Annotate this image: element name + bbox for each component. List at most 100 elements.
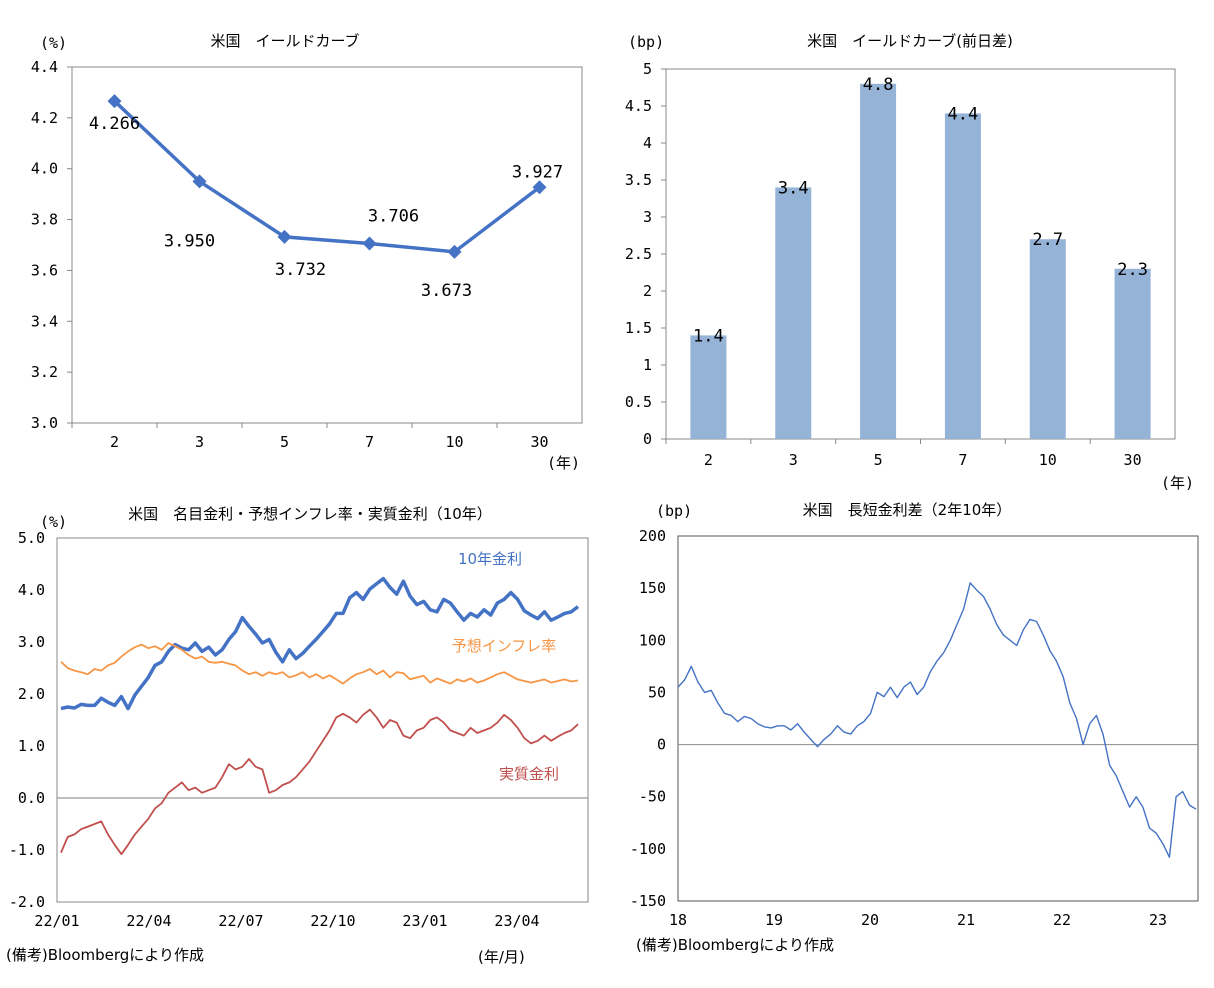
y-tick-label: 2.0	[18, 685, 45, 703]
x-tick-label: 20	[861, 911, 879, 929]
series-line-inflation	[60, 642, 579, 685]
series-line-real	[60, 708, 579, 856]
yield-change-title: 米国 イールドカーブ(前日差)	[807, 32, 1013, 50]
yield-curve-line	[113, 99, 541, 254]
yield-curve-point	[107, 94, 122, 109]
y-tick-label: 3.4	[31, 312, 58, 330]
yield-curve-data-label: 3.706	[368, 206, 419, 226]
x-tick-label: 7	[365, 433, 374, 451]
y-tick-label: 1.0	[18, 737, 45, 755]
yield-change-y-unit: (bp)	[628, 33, 664, 51]
yield-curve-x-unit: (年)	[547, 454, 580, 472]
legend-real-rate: 実質金利	[499, 765, 559, 783]
rates-x-unit: (年/月)	[478, 948, 525, 966]
yield-curve-data-label: 3.950	[164, 231, 215, 251]
x-tick-label: 3	[789, 451, 798, 469]
y-tick-label: 1	[643, 356, 652, 374]
legend-expected-inflation: 予想インフレ率	[452, 637, 557, 655]
y-tick-label: 3.0	[18, 633, 45, 651]
y-tick-label: 100	[639, 631, 666, 649]
yield-change-data-label: 2.3	[1117, 260, 1148, 280]
y-tick-label: 3.6	[31, 261, 58, 279]
y-tick-label: 200	[639, 527, 666, 545]
spread-source-note: (備考)Bloombergにより作成	[636, 936, 834, 954]
yield-change-data-label: 4.4	[948, 104, 979, 124]
y-tick-label: 3.8	[31, 211, 58, 229]
rates-chart: 米国 名目金利・予想インフレ率・実質金利（10年） (%) (年/月) (備考)…	[6, 505, 589, 966]
y-tick-label: 4.5	[625, 97, 652, 115]
yield-curve-data-label: 3.927	[512, 162, 563, 182]
y-tick-label: 0.0	[18, 789, 45, 807]
yield-change-data-label: 3.4	[778, 178, 809, 198]
y-tick-label: 4.0	[31, 160, 58, 178]
y-tick-label: 3.2	[31, 363, 58, 381]
y-tick-label: -1.0	[9, 841, 45, 859]
x-tick-label: 23	[1149, 911, 1167, 929]
y-tick-label: -2.0	[9, 893, 45, 911]
yield-curve-point	[362, 236, 377, 251]
yield-change-plot-area	[665, 68, 1176, 440]
x-tick-label: 2	[110, 433, 119, 451]
x-tick-label: 7	[958, 451, 967, 469]
y-tick-label: 2	[643, 282, 652, 300]
legend-nominal-rate: 10年金利	[458, 550, 522, 568]
x-tick-label: 5	[874, 451, 883, 469]
yield-change-data-label: 1.4	[693, 326, 724, 346]
yield-curve-data-label: 4.266	[89, 114, 140, 134]
x-tick-label: 2	[704, 451, 713, 469]
x-tick-label: 23/04	[494, 912, 539, 930]
rates-y-unit: (%)	[40, 513, 67, 531]
x-tick-label: 23/01	[402, 912, 447, 930]
yield-change-data-label: 2.7	[1032, 230, 1063, 250]
x-tick-label: 22/01	[34, 912, 79, 930]
x-tick-label: 21	[957, 911, 975, 929]
yield-curve-data-label: 3.732	[275, 260, 326, 280]
x-tick-label: 18	[669, 911, 687, 929]
y-tick-label: 5	[643, 60, 652, 78]
yield-change-bar	[1114, 268, 1151, 439]
yield-curve-y-unit: (%)	[40, 34, 67, 52]
yield-change-chart: 米国 イールドカーブ(前日差) (bp) (年) 0 0.5 1 1.5 2 2.5 3 3.…	[625, 32, 1194, 492]
yield-change-x-unit: (年)	[1161, 474, 1194, 492]
y-tick-label: 150	[639, 579, 666, 597]
y-tick-label: 4.4	[31, 58, 58, 76]
rates-title: 米国 名目金利・予想インフレ率・実質金利（10年）	[128, 505, 492, 523]
x-tick-label: 3	[195, 433, 204, 451]
y-tick-label: 4.2	[31, 109, 58, 127]
y-tick-label: 2.5	[625, 245, 652, 263]
y-tick-label: -150	[630, 892, 666, 910]
y-tick-label: -50	[639, 788, 666, 806]
yield-curve-data-label: 3.673	[421, 281, 472, 301]
rates-source-note: (備考)Bloombergにより作成	[6, 946, 204, 964]
yield-curve-chart: 米国 イールドカーブ (%) (年) 3.0 3.2 3.4 3.6 3.8 4.0 4.2…	[31, 32, 583, 472]
x-tick-label: 10	[1039, 451, 1057, 469]
y-tick-label: 4.0	[18, 581, 45, 599]
y-tick-label: 0	[657, 736, 666, 754]
y-tick-label: 50	[648, 683, 666, 701]
y-tick-label: 5.0	[18, 529, 45, 547]
x-tick-label: 22/07	[218, 912, 263, 930]
y-tick-label: 1.5	[625, 319, 652, 337]
yield-change-bar	[690, 335, 727, 439]
x-tick-label: 30	[530, 433, 548, 451]
rates-plot-area	[56, 537, 589, 903]
spread-title: 米国 長短金利差（2年10年）	[803, 501, 1012, 519]
x-tick-label: 22	[1053, 911, 1071, 929]
spread-plot-area	[677, 535, 1199, 902]
yield-change-bar	[1029, 239, 1066, 439]
x-tick-label: 10	[445, 433, 463, 451]
yield-change-bar	[775, 187, 812, 439]
y-tick-label: 0	[643, 430, 652, 448]
y-tick-label: 0.5	[625, 393, 652, 411]
x-tick-label: 30	[1124, 451, 1142, 469]
yield-change-bar	[860, 83, 897, 440]
yield-curve-point	[532, 180, 547, 195]
spread-y-unit: (bp)	[656, 502, 692, 520]
yield-curve-plot-area	[71, 66, 583, 424]
yield-curve-point	[447, 244, 462, 259]
x-tick-label: 22/04	[126, 912, 171, 930]
series-line-nominal	[60, 576, 580, 711]
y-tick-label: 3.0	[31, 414, 58, 432]
